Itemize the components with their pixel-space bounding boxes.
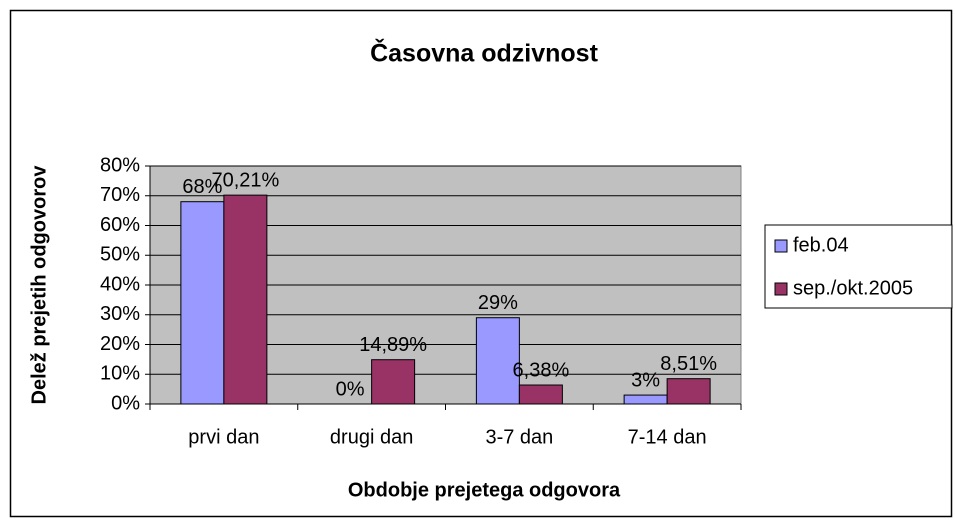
legend-box xyxy=(764,224,953,309)
x-axis-label: Obdobje prejetega odgovora xyxy=(348,479,621,501)
y-tick-label: 0% xyxy=(111,392,140,414)
bar xyxy=(623,394,668,405)
data-label: 29% xyxy=(478,292,518,314)
legend-swatch xyxy=(774,239,788,253)
legend-swatch xyxy=(774,282,788,296)
bar xyxy=(666,378,711,405)
chart-title: Časovna odzivnost xyxy=(370,38,598,68)
y-tick-label: 30% xyxy=(100,303,140,325)
y-tick-label: 40% xyxy=(100,273,140,295)
bar xyxy=(371,359,416,405)
data-label: 3% xyxy=(631,369,660,391)
data-label: 14,89% xyxy=(359,334,427,356)
legend-label: sep./okt.2005 xyxy=(793,277,913,299)
y-axis-label: Delež prejetih odgovorov xyxy=(28,165,50,405)
data-label: 0% xyxy=(336,378,365,400)
bar xyxy=(475,317,520,405)
y-tick-label: 20% xyxy=(100,333,140,355)
x-tick-label: drugi dan xyxy=(330,426,413,448)
x-tick-label: 3-7 dan xyxy=(485,426,553,448)
bar xyxy=(518,384,563,405)
data-label: 8,51% xyxy=(660,353,717,375)
bar xyxy=(180,201,225,405)
x-tick-label: 7-14 dan xyxy=(628,426,707,448)
data-label: 70,21% xyxy=(211,169,279,191)
y-tick-label: 50% xyxy=(100,244,140,266)
data-label: 68% xyxy=(182,176,222,198)
y-tick-label: 80% xyxy=(100,154,140,176)
y-tick-label: 10% xyxy=(100,363,140,385)
bar xyxy=(223,194,268,405)
x-tick-label: prvi dan xyxy=(188,426,259,448)
y-tick-label: 70% xyxy=(100,184,140,206)
y-tick-label: 60% xyxy=(100,214,140,236)
data-label: 6,38% xyxy=(513,359,570,381)
legend-label: feb.04 xyxy=(793,234,849,256)
